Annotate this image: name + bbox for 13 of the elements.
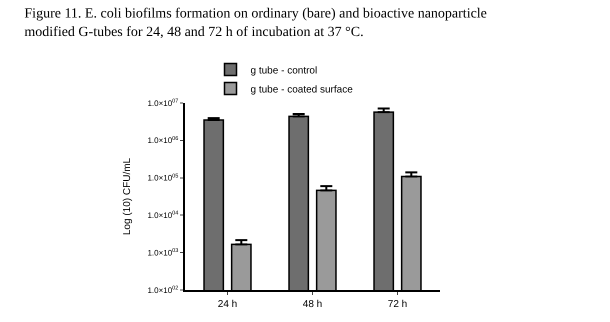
y-tick-label: 1.0×10$^{05}$ (147, 173, 178, 183)
x-tick-label: 72 h (388, 299, 408, 310)
y-tick-label: 1.0×10$^{04}$ (147, 210, 178, 220)
y-tick-label: 1.0×10$^{06}$ (147, 136, 178, 146)
chart-title: Figure 11. E. coli biofilms formation on ordinary (bare) and bioactive nanoparticle modified G-tubes for 24, 48 and 72 h of incubation at 37 °C. (24, 6, 487, 40)
y-tick-label: 1.0×10$^{07}$ (147, 98, 178, 108)
x-tick-label: 48 h (302, 299, 322, 310)
x-tick-label: 24 h (218, 299, 238, 310)
y-axis-title: Log (10) CFU/mL (122, 157, 133, 236)
y-tick-label: 1.0×10$^{03}$ (147, 248, 178, 258)
legend-label: g tube - coated surface (250, 84, 354, 96)
y-tick-label: 1.0×10$^{02}$ (147, 285, 178, 295)
legend-label: g tube - control (250, 65, 318, 76)
